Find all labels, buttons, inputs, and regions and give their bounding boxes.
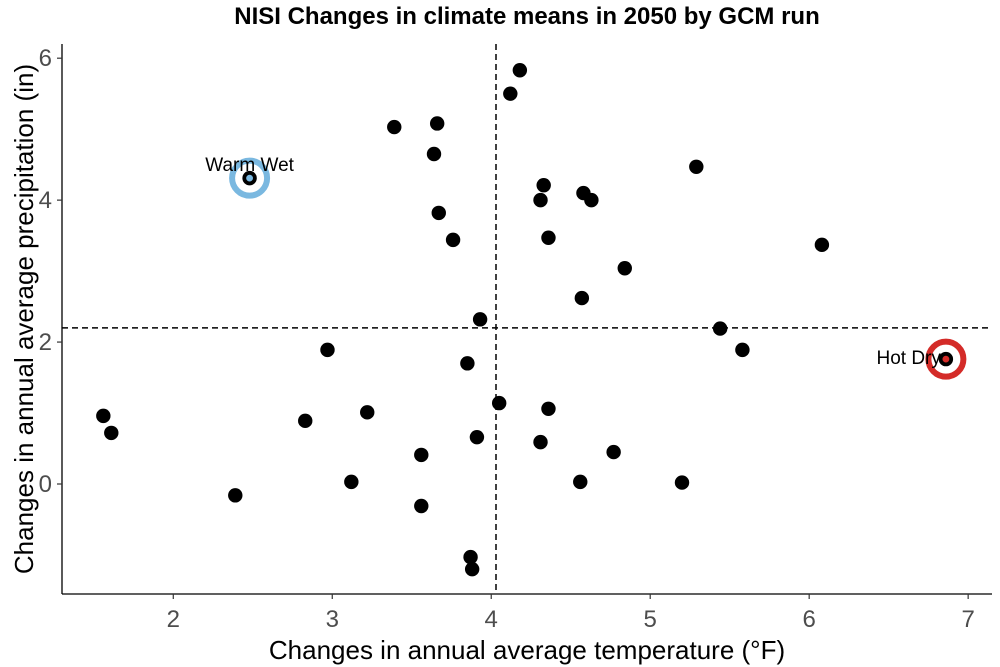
data-points — [96, 63, 954, 577]
data-point — [320, 342, 335, 358]
data-point — [445, 232, 461, 248]
data-point — [503, 86, 518, 101]
x-axis-title: Changes in annual average temperature (°… — [269, 635, 785, 665]
y-tick-label: 2 — [39, 329, 52, 356]
data-point — [584, 192, 599, 208]
data-point — [414, 447, 429, 463]
chart-title: NISI Changes in climate means in 2050 by… — [234, 3, 820, 30]
y-tick-label: 4 — [39, 187, 52, 214]
hot-dry-label: Hot Dry — [876, 348, 941, 369]
data-point — [387, 119, 402, 135]
data-point — [429, 116, 445, 131]
data-point — [460, 356, 475, 371]
data-point — [735, 342, 750, 358]
data-point — [689, 159, 704, 174]
data-point — [617, 261, 632, 276]
warm-wet-label: Warm Wet — [205, 155, 294, 176]
hot-dry-highlight-ring — [925, 338, 967, 380]
data-point — [469, 429, 485, 445]
y-tick-label: 0 — [39, 471, 52, 498]
x-ticks: 2 3 4 5 6 7 — [167, 594, 975, 633]
data-point — [104, 425, 119, 441]
data-point — [606, 444, 621, 460]
data-point — [464, 561, 480, 577]
data-point — [541, 401, 556, 416]
x-tick-label: 2 — [167, 606, 180, 633]
data-point — [573, 474, 588, 490]
x-tick-label: 7 — [961, 606, 974, 633]
data-point — [814, 237, 830, 253]
reference-lines — [62, 44, 992, 594]
y-axis-title: Changes in annual average precipitation … — [9, 64, 39, 574]
data-point — [533, 434, 548, 450]
highlight-markers: Warm Wet Hot Dry — [205, 155, 967, 380]
data-point — [574, 290, 590, 306]
x-tick-label: 3 — [326, 606, 339, 633]
data-point — [491, 395, 507, 411]
x-tick-label: 4 — [485, 606, 498, 633]
data-point — [431, 205, 446, 221]
data-point — [536, 178, 551, 193]
data-point — [414, 498, 429, 514]
axes: 2 3 4 5 6 7 0 2 4 6 — [39, 44, 992, 633]
data-point — [298, 413, 313, 429]
data-point — [674, 475, 690, 490]
data-point — [712, 321, 728, 336]
data-point — [512, 63, 528, 78]
data-point — [426, 146, 442, 162]
data-point — [344, 474, 359, 490]
plot-area: Warm Wet Hot Dry — [62, 44, 992, 594]
data-point — [472, 312, 488, 327]
y-tick-label: 6 — [39, 45, 52, 72]
warm-wet-highlight-ring — [229, 157, 271, 199]
data-point — [533, 192, 548, 208]
data-point — [541, 230, 556, 245]
x-tick-label: 5 — [644, 606, 657, 633]
data-point — [360, 405, 375, 420]
y-ticks: 0 2 4 6 — [39, 45, 62, 498]
data-point — [96, 408, 111, 424]
x-tick-label: 6 — [802, 606, 815, 633]
data-point — [463, 549, 478, 565]
data-point — [228, 488, 243, 503]
hot-dry-highlight-dot — [942, 355, 950, 363]
warm-wet-highlight-dot — [246, 174, 253, 182]
